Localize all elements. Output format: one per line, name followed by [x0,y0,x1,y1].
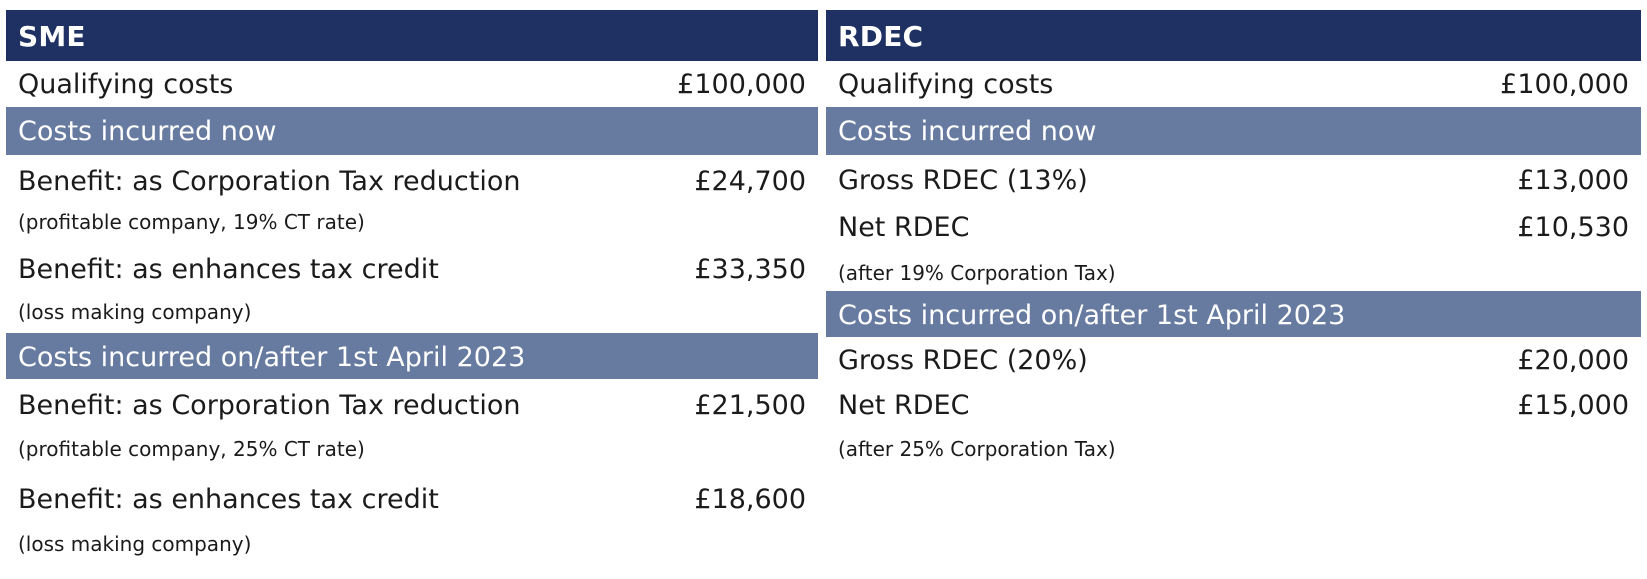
sme-now-credit-row: Benefit: as enhances tax credit £33,350 [6,246,818,292]
rdec-after-gross-row: Gross RDEC (20%) £20,000 [826,337,1641,383]
sme-section-now-header: Costs incurred now [6,107,818,155]
rdec-after-net-label: Net RDEC [838,389,970,421]
sme-after-credit-note: (loss making company) [18,532,252,556]
sme-after-ct-row: Benefit: as Corporation Tax reduction £2… [6,379,818,431]
sme-after-credit-row: Benefit: as enhances tax credit £18,600 [6,473,818,525]
sme-qualifying-label: Qualifying costs [18,68,234,100]
sme-after-credit-value: £18,600 [694,483,806,515]
sme-after-ct-value: £21,500 [694,389,806,421]
rdec-section-now-header: Costs incurred now [826,107,1641,155]
rdec-now-note: (after 19% Corporation Tax) [838,261,1116,285]
sme-now-ct-row: Benefit: as Corporation Tax reduction £2… [6,155,818,208]
rdec-after-gross-value: £20,000 [1517,344,1629,376]
sme-qualifying-row: Qualifying costs £100,000 [6,61,818,107]
rdec-after-net-value: £15,000 [1517,389,1629,421]
sme-now-credit-value: £33,350 [694,253,806,285]
sme-title: SME [6,10,818,61]
rdec-now-gross-label: Gross RDEC (13%) [838,164,1088,196]
sme-after-ct-note: (profitable company, 25% CT rate) [18,437,365,461]
sme-now-ct-note: (profitable company, 19% CT rate) [18,210,365,234]
rdec-qualifying-label: Qualifying costs [838,68,1054,100]
rdec-after-gross-label: Gross RDEC (20%) [838,344,1088,376]
sme-section-after-header: Costs incurred on/after 1st April 2023 [6,333,818,379]
rdec-now-net-label: Net RDEC [838,211,970,243]
rdec-now-gross-row: Gross RDEC (13%) £13,000 [826,155,1641,205]
sme-after-ct-label: Benefit: as Corporation Tax reduction [18,389,521,421]
rdec-after-net-row: Net RDEC £15,000 [826,383,1641,427]
rdec-qualifying-value: £100,000 [1500,68,1629,100]
rdec-now-gross-value: £13,000 [1517,164,1629,196]
rdec-section-after-header: Costs incurred on/after 1st April 2023 [826,291,1641,337]
rdec-after-note: (after 25% Corporation Tax) [838,437,1116,461]
sme-now-credit-note: (loss making company) [18,300,252,324]
sme-qualifying-value: £100,000 [677,68,806,100]
rdec-now-net-row: Net RDEC £10,530 [826,205,1641,249]
sme-now-credit-label: Benefit: as enhances tax credit [18,253,439,285]
rdec-qualifying-row: Qualifying costs £100,000 [826,61,1641,107]
sme-after-credit-label: Benefit: as enhances tax credit [18,483,439,515]
rdec-panel: RDEC Qualifying costs £100,000 Costs inc… [826,10,1641,471]
rdec-now-net-value: £10,530 [1517,211,1629,243]
sme-now-ct-value: £24,700 [694,166,806,197]
sme-now-ct-label: Benefit: as Corporation Tax reduction [18,166,521,197]
sme-panel: SME Qualifying costs £100,000 Costs incu… [6,10,818,565]
rdec-title: RDEC [826,10,1641,61]
